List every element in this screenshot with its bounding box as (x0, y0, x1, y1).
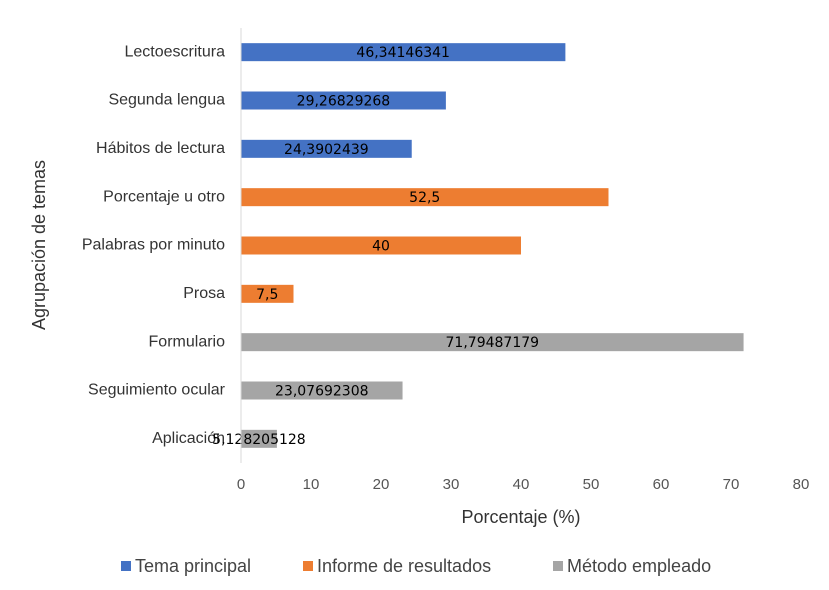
y-tick-label: Palabras por minuto (82, 237, 225, 254)
y-axis-title: Agrupación de temas (29, 160, 49, 330)
data-label: 46,34146341 (356, 45, 450, 61)
data-label: 7,5 (256, 287, 278, 303)
legend-swatch (121, 561, 131, 571)
bar (241, 43, 566, 62)
x-axis-title: Porcentaje (%) (461, 507, 580, 527)
x-tick-label: 70 (723, 476, 740, 493)
bar (241, 429, 277, 448)
legend-label: Método empleado (567, 556, 711, 576)
y-tick-label: Hábitos de lectura (96, 140, 225, 157)
bar (241, 381, 403, 400)
data-label: 52,5 (409, 190, 440, 206)
x-tick-label: 40 (513, 476, 530, 493)
legend-swatch (303, 561, 313, 571)
y-tick-label: Seguimiento ocular (88, 382, 226, 399)
bar (241, 188, 609, 207)
data-label: 23,07692308 (275, 384, 369, 400)
y-tick-label: Porcentaje u otro (103, 188, 225, 205)
bar (241, 91, 446, 110)
x-tick-label: 0 (237, 476, 245, 493)
x-tick-label: 30 (443, 476, 460, 493)
data-label: 29,26829268 (297, 94, 391, 110)
y-tick-label: Formulario (149, 333, 226, 350)
bar (241, 139, 412, 158)
data-label: 24,3902439 (284, 142, 369, 158)
y-tick-label: Lectoescritura (125, 43, 226, 60)
x-tick-label: 60 (653, 476, 670, 493)
data-label: 5,128205128 (212, 432, 306, 448)
x-tick-label: 50 (583, 476, 600, 493)
bar (241, 236, 521, 255)
x-tick-label: 10 (303, 476, 320, 493)
legend-swatch (553, 561, 563, 571)
x-tick-label: 80 (793, 476, 810, 493)
x-tick-label: 20 (373, 476, 390, 493)
data-label: 40 (372, 239, 390, 255)
legend-label: Tema principal (135, 556, 251, 576)
y-tick-label: Prosa (183, 285, 225, 302)
y-tick-label: Aplicación (152, 430, 225, 447)
bar (241, 284, 294, 303)
legend-label: Informe de resultados (317, 556, 491, 576)
bar (241, 333, 744, 352)
data-label: 71,79487179 (446, 335, 540, 351)
y-tick-label: Segunda lengua (108, 92, 225, 109)
